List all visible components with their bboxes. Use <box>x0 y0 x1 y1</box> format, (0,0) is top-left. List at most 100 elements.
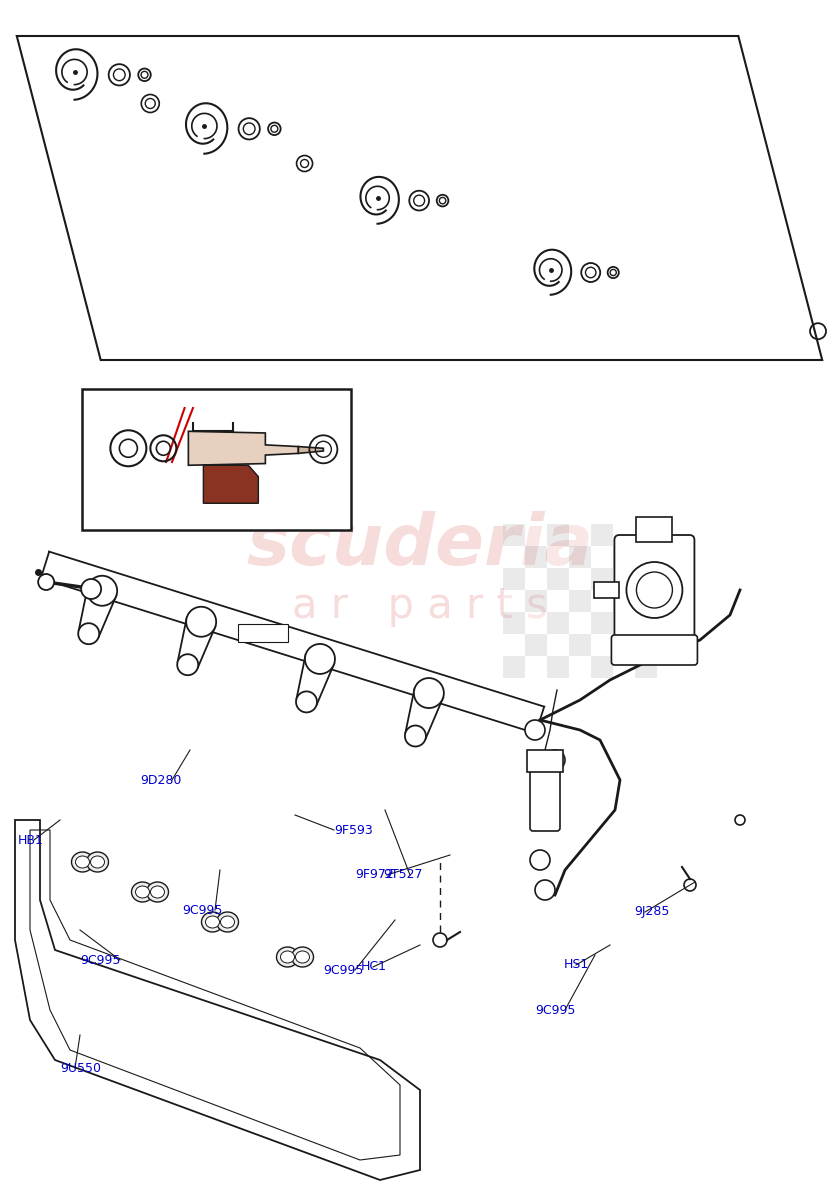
Polygon shape <box>203 466 258 503</box>
Text: 9C995: 9C995 <box>182 904 222 917</box>
Ellipse shape <box>86 852 108 872</box>
Ellipse shape <box>132 882 154 902</box>
Polygon shape <box>299 446 323 454</box>
Ellipse shape <box>291 947 314 967</box>
Circle shape <box>525 720 545 740</box>
Bar <box>635 546 658 568</box>
Bar <box>547 590 570 612</box>
Bar <box>503 590 525 612</box>
Circle shape <box>545 750 565 770</box>
Text: HS1: HS1 <box>564 959 589 972</box>
Text: a r   p a r t s: a r p a r t s <box>292 584 547 626</box>
Text: 9F972: 9F972 <box>355 869 393 882</box>
Ellipse shape <box>277 947 299 967</box>
Circle shape <box>405 726 426 746</box>
Circle shape <box>530 850 550 870</box>
Bar <box>635 634 658 656</box>
Bar <box>613 524 635 546</box>
Bar <box>547 634 570 656</box>
Bar <box>591 546 613 568</box>
Bar <box>570 568 591 590</box>
Bar <box>525 612 547 634</box>
Bar <box>570 656 591 678</box>
Text: 9T527: 9T527 <box>383 869 423 882</box>
Text: 9U550: 9U550 <box>60 1062 101 1074</box>
Ellipse shape <box>221 916 234 928</box>
Bar <box>503 546 525 568</box>
Bar <box>613 546 635 568</box>
Polygon shape <box>189 431 299 466</box>
Bar <box>547 568 570 590</box>
Bar <box>591 634 613 656</box>
Bar <box>635 612 658 634</box>
Ellipse shape <box>136 886 149 898</box>
Ellipse shape <box>280 950 294 962</box>
Bar <box>525 524 547 546</box>
Circle shape <box>433 934 447 947</box>
Polygon shape <box>178 617 216 668</box>
Text: 9F593: 9F593 <box>334 823 373 836</box>
Bar <box>635 656 658 678</box>
Bar <box>547 546 570 568</box>
Polygon shape <box>405 689 443 739</box>
Bar <box>547 612 570 634</box>
Circle shape <box>684 878 696 890</box>
Bar <box>570 590 591 612</box>
Circle shape <box>186 607 216 637</box>
Text: HB1: HB1 <box>18 834 44 846</box>
Text: scuderia: scuderia <box>246 511 593 581</box>
Bar <box>591 524 613 546</box>
Text: 9D280: 9D280 <box>140 774 181 786</box>
Bar <box>635 568 658 590</box>
Bar <box>613 634 635 656</box>
Bar <box>613 656 635 678</box>
Ellipse shape <box>216 912 238 932</box>
Bar <box>525 568 547 590</box>
Bar <box>547 656 570 678</box>
Bar <box>591 612 613 634</box>
Circle shape <box>81 578 102 599</box>
Circle shape <box>177 654 198 676</box>
Bar <box>570 546 591 568</box>
Bar <box>635 524 658 546</box>
Text: 9J285: 9J285 <box>634 906 670 918</box>
Circle shape <box>305 644 335 674</box>
Text: 9C995: 9C995 <box>535 1003 576 1016</box>
Bar <box>525 546 547 568</box>
Circle shape <box>535 810 555 830</box>
Bar <box>570 612 591 634</box>
Bar <box>613 612 635 634</box>
Bar <box>503 568 525 590</box>
Circle shape <box>38 574 55 590</box>
Bar <box>525 590 547 612</box>
FancyBboxPatch shape <box>614 535 695 646</box>
Bar <box>82 389 351 530</box>
Ellipse shape <box>150 886 164 898</box>
FancyBboxPatch shape <box>530 769 560 830</box>
Bar <box>570 524 591 546</box>
Polygon shape <box>17 36 822 360</box>
Circle shape <box>78 623 99 644</box>
FancyBboxPatch shape <box>612 635 697 665</box>
Ellipse shape <box>76 856 90 868</box>
Bar <box>591 568 613 590</box>
Polygon shape <box>79 587 117 637</box>
Text: 9C995: 9C995 <box>323 964 363 977</box>
Bar <box>503 656 525 678</box>
Bar <box>594 582 619 598</box>
Bar <box>635 590 658 612</box>
Bar <box>591 590 613 612</box>
Ellipse shape <box>91 856 105 868</box>
Circle shape <box>87 576 117 606</box>
Circle shape <box>296 691 317 713</box>
Bar <box>503 612 525 634</box>
Bar <box>527 750 563 772</box>
Text: 9C995: 9C995 <box>80 954 120 966</box>
Circle shape <box>735 815 745 826</box>
Bar <box>237 624 288 642</box>
Circle shape <box>535 880 555 900</box>
Bar <box>613 590 635 612</box>
Bar <box>547 524 570 546</box>
Bar <box>637 517 672 542</box>
Ellipse shape <box>147 882 169 902</box>
